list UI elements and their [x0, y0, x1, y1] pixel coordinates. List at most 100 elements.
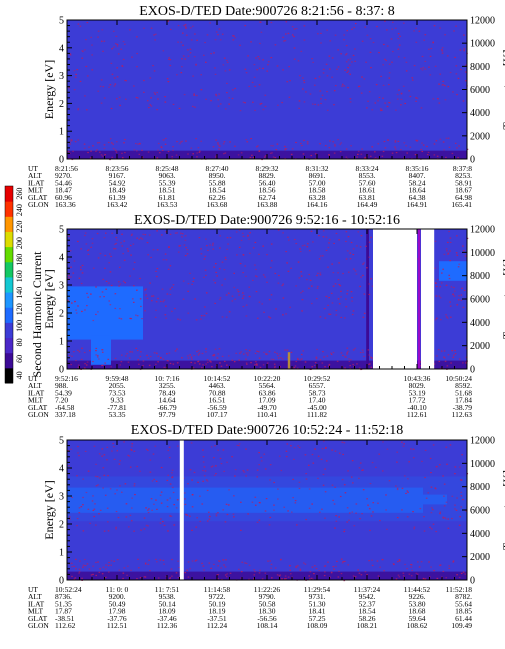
- noise-speckle: [176, 445, 179, 447]
- noise-speckle: [238, 229, 241, 231]
- noise-speckle: [169, 59, 172, 61]
- noise-speckle: [350, 145, 352, 147]
- noise-speckle: [406, 152, 408, 154]
- noise-speckle: [221, 355, 224, 358]
- noise-speckle: [270, 243, 273, 245]
- noise-speckle: [338, 303, 341, 305]
- noise-speckle: [344, 69, 346, 71]
- noise-speckle: [242, 101, 245, 103]
- noise-speckle: [287, 510, 289, 512]
- noise-speckle: [147, 151, 150, 153]
- noise-speckle: [203, 466, 206, 468]
- noise-speckle: [81, 577, 83, 579]
- table-cell: 18.47: [55, 186, 72, 195]
- table-cell: 10:43:36: [404, 374, 431, 383]
- row-label-ut: UT: [28, 585, 38, 594]
- noise-speckle: [455, 65, 458, 67]
- noise-speckle: [333, 104, 335, 106]
- noise-speckle: [317, 477, 319, 479]
- noise-speckle: [278, 575, 281, 577]
- noise-speckle: [334, 486, 337, 488]
- plot-background: [67, 20, 467, 159]
- noise-speckle: [198, 352, 201, 354]
- noise-speckle: [462, 498, 464, 501]
- noise-speckle: [428, 66, 430, 68]
- noise-speckle: [172, 149, 174, 151]
- noise-speckle: [153, 92, 156, 94]
- noise-speckle: [371, 559, 373, 561]
- y2-tick-label: 6000: [470, 506, 490, 517]
- row-label-ilat: ILAT: [28, 178, 45, 187]
- noise-speckle: [254, 275, 257, 277]
- noise-speckle: [156, 561, 158, 563]
- noise-speckle: [438, 83, 440, 85]
- table-cell: 8:25:48: [156, 164, 179, 173]
- noise-speckle: [333, 90, 336, 92]
- noise-speckle: [328, 147, 331, 149]
- noise-speckle: [284, 40, 287, 42]
- noise-speckle: [228, 103, 230, 105]
- noise-speckle: [311, 58, 313, 60]
- noise-speckle: [120, 318, 123, 320]
- noise-speckle: [185, 513, 187, 516]
- noise-speckle: [441, 47, 444, 49]
- row-label-glat: GLAT: [28, 193, 48, 202]
- noise-speckle: [85, 38, 87, 41]
- noise-speckle: [67, 449, 69, 452]
- noise-speckle: [199, 495, 201, 497]
- noise-speckle: [262, 59, 264, 61]
- y2-tick-label: 8000: [470, 271, 490, 282]
- noise-speckle: [68, 87, 71, 89]
- noise-speckle: [275, 308, 277, 310]
- table-cell: 164.49: [357, 200, 378, 209]
- noise-speckle: [132, 243, 135, 245]
- noise-speckle: [75, 568, 77, 570]
- noise-speckle: [359, 285, 361, 288]
- noise-speckle: [160, 518, 162, 520]
- noise-speckle: [97, 30, 100, 32]
- noise-speckle: [354, 48, 356, 50]
- noise-speckle: [195, 63, 197, 65]
- noise-speckle: [303, 562, 305, 564]
- noise-speckle: [348, 358, 350, 360]
- noise-speckle: [329, 40, 332, 42]
- noise-speckle: [124, 98, 127, 100]
- row-label-alt: ALT: [28, 592, 42, 601]
- noise-speckle: [166, 499, 169, 501]
- noise-speckle: [245, 352, 248, 354]
- noise-speckle: [125, 516, 128, 518]
- noise-speckle: [175, 572, 178, 574]
- noise-speckle: [247, 55, 249, 57]
- noise-speckle: [298, 446, 301, 449]
- noise-speckle: [258, 351, 260, 353]
- noise-speckle: [183, 24, 186, 27]
- noise-speckle: [340, 558, 343, 560]
- noise-speckle: [196, 94, 198, 97]
- noise-speckle: [450, 286, 453, 288]
- noise-speckle: [324, 491, 327, 493]
- noise-speckle: [152, 453, 155, 455]
- noise-speckle: [139, 298, 142, 300]
- noise-speckle: [110, 560, 113, 562]
- noise-speckle: [352, 54, 355, 57]
- noise-speckle: [332, 565, 335, 568]
- noise-speckle: [224, 574, 227, 576]
- noise-speckle: [348, 519, 350, 521]
- noise-speckle: [98, 358, 100, 360]
- noise-speckle: [270, 567, 272, 569]
- noise-speckle: [415, 27, 417, 29]
- noise-speckle: [346, 353, 348, 355]
- noise-speckle: [77, 23, 80, 25]
- noise-speckle: [130, 254, 132, 256]
- noise-speckle: [370, 515, 373, 517]
- noise-speckle: [147, 449, 149, 451]
- noise-speckle: [328, 363, 331, 366]
- noise-speckle: [308, 575, 311, 577]
- noise-speckle: [101, 29, 104, 31]
- noise-speckle: [355, 273, 358, 275]
- noise-speckle: [102, 566, 105, 568]
- noise-speckle: [308, 250, 311, 252]
- noise-speckle: [213, 355, 215, 357]
- noise-speckle: [242, 305, 245, 308]
- noise-speckle: [244, 68, 247, 70]
